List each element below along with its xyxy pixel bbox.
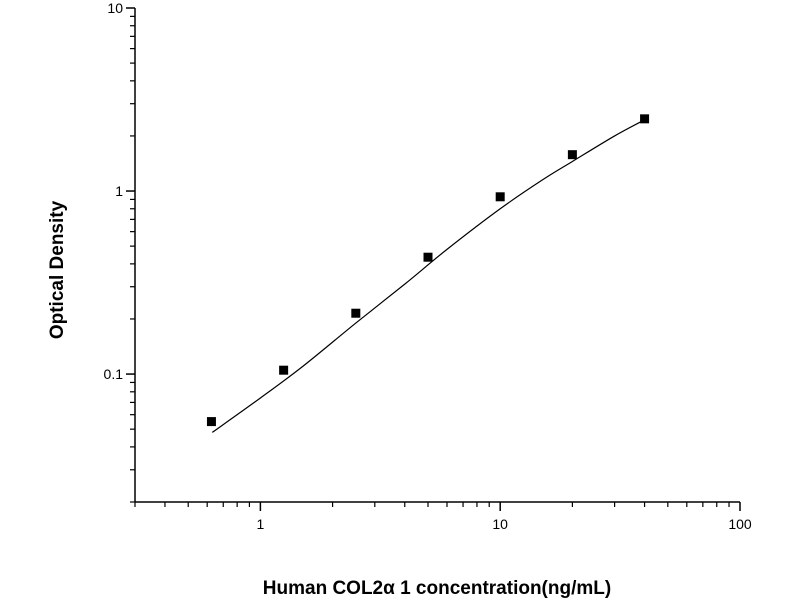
y-ticks: 0.1 1 10: [104, 0, 135, 503]
y-tick-label-0: 0.1: [104, 366, 124, 382]
x-tick-label-2: 100: [728, 516, 752, 532]
x-tick-label-0: 1: [256, 516, 264, 532]
fit-curve-layer: [211, 119, 645, 433]
data-point-1: [279, 365, 289, 375]
data-point-2: [351, 308, 361, 318]
y-tick-label-1: 1: [115, 183, 123, 199]
data-point-3: [423, 252, 433, 262]
y-tick-label-2: 10: [107, 0, 123, 16]
data-points-layer: [206, 114, 650, 427]
x-ticks: 1 10 100: [134, 502, 752, 532]
data-point-6: [640, 114, 650, 124]
x-axis-title: Human COL2α 1 concentration(ng/mL): [263, 578, 611, 599]
data-point-4: [495, 192, 505, 202]
x-tick-label-1: 10: [492, 516, 508, 532]
fit-curve: [211, 119, 645, 433]
data-point-0: [206, 417, 216, 427]
axes: [134, 8, 740, 503]
data-point-5: [567, 150, 577, 160]
y-axis-title: Optical Density: [47, 200, 68, 339]
